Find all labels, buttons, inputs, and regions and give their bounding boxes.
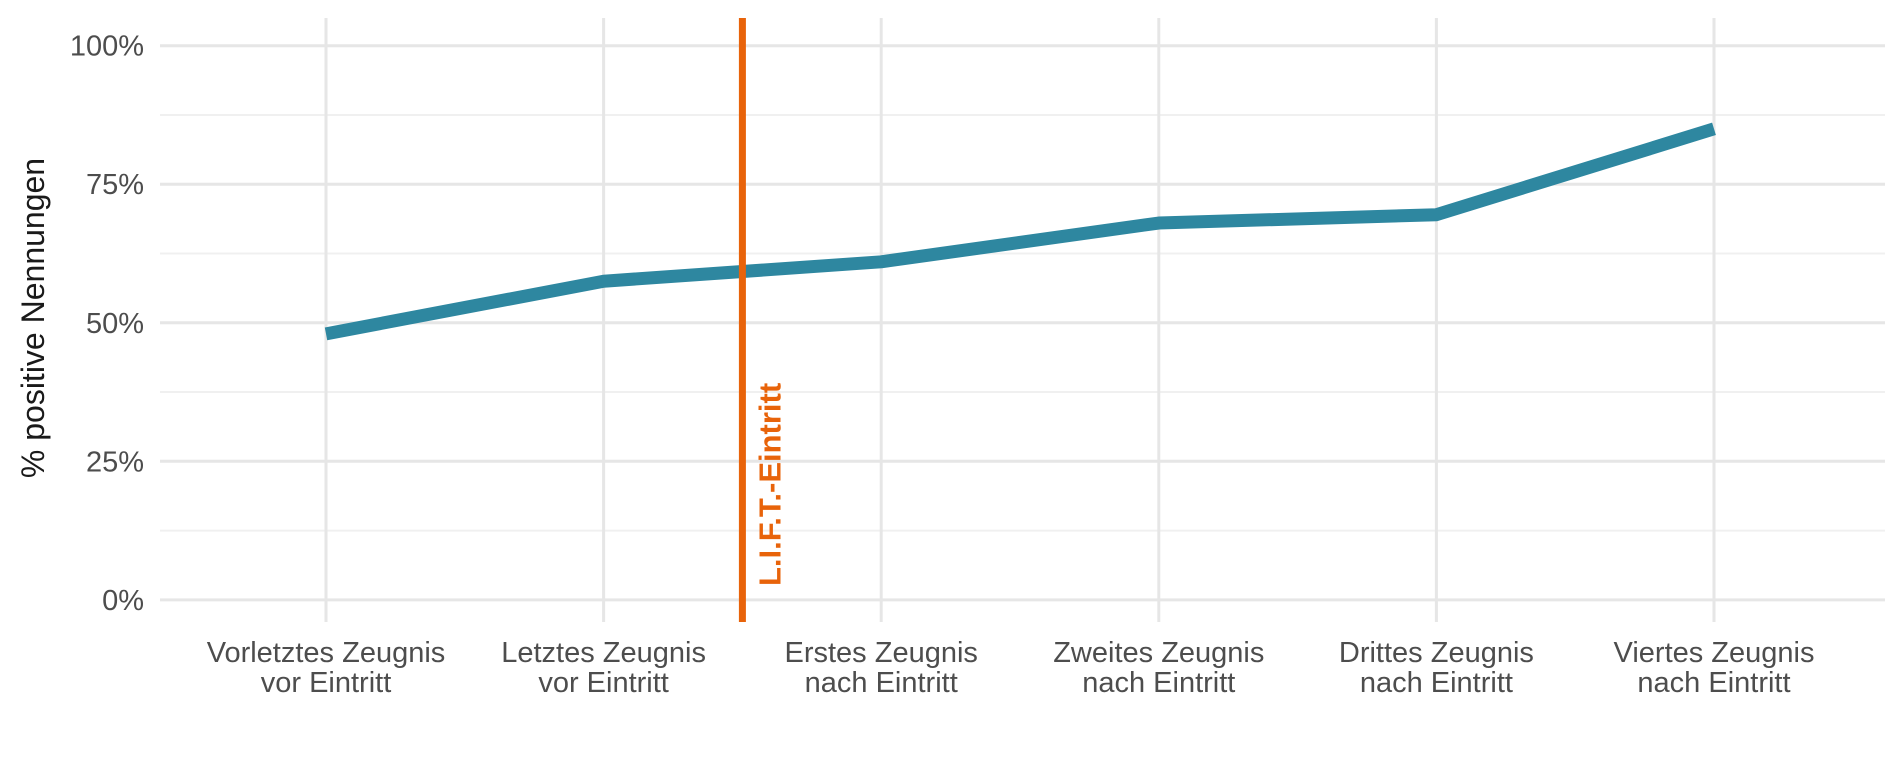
lift-entry-label: L.I.F.T.-Eintritt	[752, 383, 787, 586]
major-gridlines	[160, 18, 1885, 622]
y-tick-label: 0%	[102, 585, 144, 617]
x-axis-tick-labels: Vorletztes Zeugnis vor Eintritt Letztes Ze…	[207, 637, 1815, 699]
x-tick-label: Drittes Zeugnis nach Eintritt	[1339, 637, 1534, 699]
x-tick-label: Vorletztes Zeugnis vor Eintritt	[207, 637, 446, 699]
series-layer	[324, 122, 1716, 341]
x-tick-label: Letztes Zeugnis vor Eintritt	[501, 637, 706, 699]
minor-gridlines	[160, 113, 1885, 532]
x-tick-label: Erstes Zeugnis nach Eintritt	[784, 637, 977, 699]
y-tick-label: 75%	[86, 169, 144, 201]
y-tick-label: 100%	[70, 31, 144, 63]
x-tick-label: Zweites Zeugnis nach Eintritt	[1053, 637, 1264, 699]
y-tick-label: 50%	[86, 308, 144, 340]
series-line	[324, 122, 1716, 341]
y-axis-title: % positive Nennungen	[15, 158, 51, 478]
x-tick-label: Viertes Zeugnis nach Eintritt	[1614, 637, 1815, 699]
y-axis-tick-labels: 0% 25% 50% 75% 100%	[70, 31, 144, 617]
y-tick-label: 25%	[86, 446, 144, 478]
annotation-layer: L.I.F.T.-Eintritt	[738, 18, 787, 622]
